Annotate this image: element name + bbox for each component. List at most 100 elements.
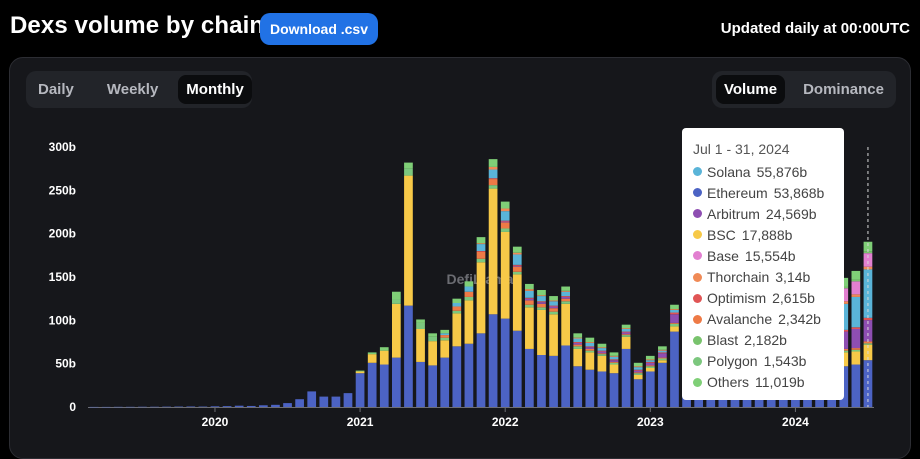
bar-segment-polygon-2022-06[interactable] <box>561 301 570 304</box>
bar-segment-avalanche-2023-03[interactable] <box>670 323 679 324</box>
bar-segment-ethereum-2022-03[interactable] <box>525 349 534 407</box>
bar-segment-optimism-2022-08[interactable] <box>585 346 594 347</box>
bar-segment-arbitrum-2023-03[interactable] <box>670 314 679 323</box>
bar-segment-ethereum-2020-10[interactable] <box>319 397 328 407</box>
bar-segment-optimism-2022-12[interactable] <box>634 370 643 371</box>
bar-segment-solana-2022-11[interactable] <box>622 329 631 332</box>
bar-segment-polygon-2023-01[interactable] <box>646 366 655 368</box>
bar-segment-ethereum-2020-09[interactable] <box>307 391 316 407</box>
bar-segment-ethereum-2021-01[interactable] <box>356 373 365 407</box>
bar-segment-bsc-2022-09[interactable] <box>598 356 607 372</box>
bar-segment-thorchain-2022-07[interactable] <box>573 338 582 339</box>
bar-segment-bsc-2022-04[interactable] <box>537 310 546 355</box>
bar-segment-ethereum-2022-06[interactable] <box>561 345 570 407</box>
bar-segment-bsc-2021-05[interactable] <box>404 176 413 306</box>
bar-segment-avalanche-2022-06[interactable] <box>561 299 570 302</box>
bar-segment-optimism-2022-10[interactable] <box>610 359 619 360</box>
bar-segment-thorchain-2023-01[interactable] <box>646 359 655 360</box>
bar-segment-avalanche-2022-02[interactable] <box>513 267 522 272</box>
bar-segment-others-2021-03[interactable] <box>380 347 389 350</box>
bar-segment-optimism-2021-12[interactable] <box>489 178 498 179</box>
bar-segment-ethereum-2021-05[interactable] <box>404 306 413 407</box>
bar-segment-bsc-2021-08[interactable] <box>440 340 449 357</box>
bar-segment-others-2021-12[interactable] <box>489 159 498 167</box>
bar-segment-bsc-2021-06[interactable] <box>416 329 425 362</box>
bar-segment-ethereum-2020-03[interactable] <box>235 406 244 407</box>
bar-segment-arbitrum-2022-05[interactable] <box>549 306 558 308</box>
bar-segment-thorchain-2022-12[interactable] <box>634 366 643 367</box>
bar-segment-polygon-2021-11[interactable] <box>477 259 486 262</box>
bar-segment-ethereum-2022-07[interactable] <box>573 366 582 407</box>
bar-segment-arbitrum-2022-10[interactable] <box>610 360 619 362</box>
bar-segment-ethereum-2020-08[interactable] <box>295 399 304 407</box>
bar-segment-arbitrum-2022-03[interactable] <box>525 299 534 301</box>
bar-segment-polygon-2021-12[interactable] <box>489 185 498 188</box>
bar-segment-others-2022-08[interactable] <box>585 338 594 342</box>
bar-segment-bsc-2021-04[interactable] <box>392 304 401 358</box>
bar-segment-ethereum-2022-02[interactable] <box>513 331 522 407</box>
bar-segment-optimism-2024-07[interactable] <box>864 318 873 320</box>
bar-segment-thorchain-2022-06[interactable] <box>561 291 570 292</box>
bar-segment-polygon-2021-06[interactable] <box>416 323 425 329</box>
bar-segment-solana-2021-12[interactable] <box>489 170 498 179</box>
bar-segment-polygon-2024-07[interactable] <box>864 343 873 344</box>
bar-segment-ethereum-2021-09[interactable] <box>452 346 461 407</box>
bar-segment-avalanche-2022-11[interactable] <box>622 334 631 335</box>
bar-segment-bsc-2021-11[interactable] <box>477 262 486 333</box>
bar-segment-optimism-2023-01[interactable] <box>646 362 655 363</box>
bar-segment-ethereum-2023-01[interactable] <box>646 371 655 407</box>
bar-segment-bsc-2021-09[interactable] <box>452 313 461 346</box>
bar-segment-avalanche-2022-07[interactable] <box>573 345 582 347</box>
bar-segment-bsc-2024-06[interactable] <box>852 352 861 365</box>
bar-segment-thorchain-2024-06[interactable] <box>852 294 861 297</box>
bar-segment-avalanche-2021-10[interactable] <box>465 292 474 297</box>
bar-segment-polygon-2024-06[interactable] <box>852 350 861 352</box>
bar-segment-ethereum-2022-10[interactable] <box>610 373 619 407</box>
bar-segment-arbitrum-2022-07[interactable] <box>573 343 582 345</box>
bar-segment-avalanche-2022-03[interactable] <box>525 300 534 304</box>
bar-segment-ethereum-2021-03[interactable] <box>380 365 389 407</box>
bar-segment-polygon-2022-03[interactable] <box>525 305 534 308</box>
bar-segment-optimism-2023-03[interactable] <box>670 313 679 315</box>
bar-segment-bsc-2022-05[interactable] <box>549 314 558 356</box>
bar-segment-optimism-2022-02[interactable] <box>513 265 522 266</box>
bar-segment-solana-2024-06[interactable] <box>852 297 861 327</box>
bar-segment-others-2021-02[interactable] <box>368 352 377 354</box>
bar-segment-solana-2022-01[interactable] <box>501 211 510 221</box>
bar-segment-solana-2022-08[interactable] <box>585 343 594 346</box>
bar-segment-ethereum-2019-11[interactable] <box>186 406 195 407</box>
bar-segment-ethereum-2020-11[interactable] <box>332 397 341 407</box>
bar-segment-others-2021-11[interactable] <box>477 237 486 243</box>
bar-segment-others-2021-08[interactable] <box>440 330 449 333</box>
bar-segment-polygon-2022-07[interactable] <box>573 346 582 349</box>
bar-segment-optimism-2022-09[interactable] <box>598 351 607 352</box>
bar-segment-thorchain-2022-03[interactable] <box>525 289 534 291</box>
bar-segment-ethereum-2022-04[interactable] <box>537 355 546 407</box>
bar-segment-solana-2022-05[interactable] <box>549 301 558 305</box>
bar-segment-avalanche-2022-10[interactable] <box>610 362 619 363</box>
bar-segment-others-2022-09[interactable] <box>598 344 607 347</box>
bar-segment-ethereum-2020-06[interactable] <box>271 405 280 407</box>
bar-segment-ethereum-2024-06[interactable] <box>852 365 861 407</box>
bar-segment-arbitrum-2022-09[interactable] <box>598 352 607 354</box>
bar-segment-ethereum-2020-01[interactable] <box>211 406 220 407</box>
bar-segment-ethereum-2021-02[interactable] <box>368 363 377 407</box>
bar-segment-blast-2024-06[interactable] <box>852 280 861 282</box>
bar-segment-others-2021-10[interactable] <box>465 281 474 286</box>
bar-segment-avalanche-2022-08[interactable] <box>585 349 594 351</box>
bar-segment-ethereum-2020-07[interactable] <box>283 403 292 407</box>
bar-segment-others-2021-05[interactable] <box>404 163 413 169</box>
bar-segment-bsc-2022-03[interactable] <box>525 307 534 349</box>
bar-segment-bsc-2022-01[interactable] <box>501 232 510 319</box>
bar-segment-arbitrum-2023-01[interactable] <box>646 363 655 366</box>
bar-segment-bsc-2021-03[interactable] <box>380 351 389 365</box>
bar-segment-thorchain-2022-05[interactable] <box>549 300 558 301</box>
bar-segment-polygon-2021-05[interactable] <box>404 169 413 176</box>
bar-segment-ethereum-2021-04[interactable] <box>392 358 401 407</box>
bar-segment-solana-2022-02[interactable] <box>513 254 522 264</box>
bar-segment-polygon-2021-10[interactable] <box>465 297 474 300</box>
bar-segment-optimism-2022-11[interactable] <box>622 332 631 333</box>
bar-segment-ethereum-2023-02[interactable] <box>658 363 667 407</box>
bar-segment-others-2022-07[interactable] <box>573 333 582 337</box>
bar-segment-solana-2021-10[interactable] <box>465 287 474 292</box>
